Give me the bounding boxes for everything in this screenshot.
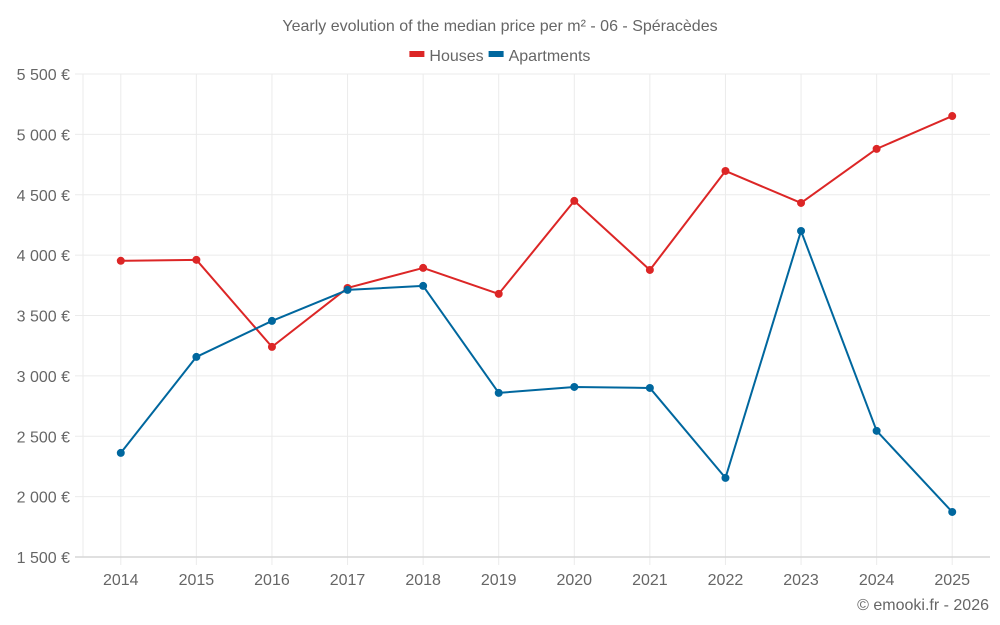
y-tick-label: 1 500 € [17, 550, 70, 567]
data-point[interactable] [797, 226, 806, 235]
data-point[interactable] [494, 289, 503, 298]
x-tick-label: 2025 [934, 572, 970, 589]
data-point[interactable] [645, 265, 654, 274]
x-tick-label: 2022 [708, 572, 744, 589]
data-point[interactable] [645, 383, 654, 392]
grid [75, 73, 990, 565]
x-tick-label: 2023 [783, 572, 819, 589]
legend-item-apartments[interactable]: Apartments [488, 48, 591, 65]
data-point[interactable] [721, 166, 730, 175]
y-tick-label: 2 000 € [17, 490, 70, 507]
data-point[interactable] [116, 256, 125, 265]
data-point[interactable] [948, 112, 957, 121]
x-tick-label: 2018 [405, 572, 441, 589]
y-tick-label: 3 000 € [17, 369, 70, 386]
data-point[interactable] [872, 426, 881, 435]
credit-text: © emooki.fr - 2026 [857, 597, 989, 614]
data-point[interactable] [797, 198, 806, 207]
data-point[interactable] [494, 388, 503, 397]
data-point[interactable] [192, 352, 201, 361]
data-point[interactable] [267, 342, 276, 351]
x-tick-label: 2020 [556, 572, 592, 589]
legend-label: Apartments [509, 48, 591, 65]
x-tick-label: 2014 [103, 572, 139, 589]
x-tick-label: 2015 [179, 572, 215, 589]
series-houses [116, 112, 957, 351]
data-point[interactable] [570, 196, 579, 205]
data-point[interactable] [116, 448, 125, 457]
y-tick-label: 5 500 € [17, 67, 70, 84]
y-tick-label: 5 000 € [17, 127, 70, 144]
data-point[interactable] [343, 285, 352, 294]
axes: 1 500 € 2 000 € 2 500 € 3 000 € 3 500 € 4 000… [17, 67, 990, 589]
x-tick-label: 2019 [481, 572, 517, 589]
y-tick-label: 4 000 € [17, 248, 70, 265]
legend-label: Houses [429, 48, 483, 65]
data-point[interactable] [948, 507, 957, 516]
series-line [120, 229, 953, 513]
series-apartments [116, 226, 957, 516]
legend: Houses Apartments [409, 48, 590, 65]
series-line [120, 115, 953, 348]
data-point[interactable] [267, 316, 276, 325]
data-point[interactable] [570, 382, 579, 391]
legend-item-houses[interactable]: Houses [409, 48, 484, 65]
y-tick-label: 3 500 € [17, 309, 70, 326]
x-tick-label: 2021 [632, 572, 668, 589]
y-tick-label: 4 500 € [17, 188, 70, 205]
y-tick-label: 2 500 € [17, 429, 70, 446]
x-tick-label: 2016 [254, 572, 290, 589]
legend-swatch [488, 51, 504, 57]
x-tick-label: 2024 [859, 572, 895, 589]
data-point[interactable] [872, 144, 881, 153]
series-layer [116, 112, 957, 516]
data-point[interactable] [721, 473, 730, 482]
chart-title: Yearly evolution of the median price per… [282, 18, 717, 35]
x-tick-label: 2017 [330, 572, 366, 589]
data-point[interactable] [419, 281, 428, 290]
data-point[interactable] [419, 263, 428, 272]
legend-swatch [409, 51, 425, 57]
data-point[interactable] [192, 255, 201, 264]
